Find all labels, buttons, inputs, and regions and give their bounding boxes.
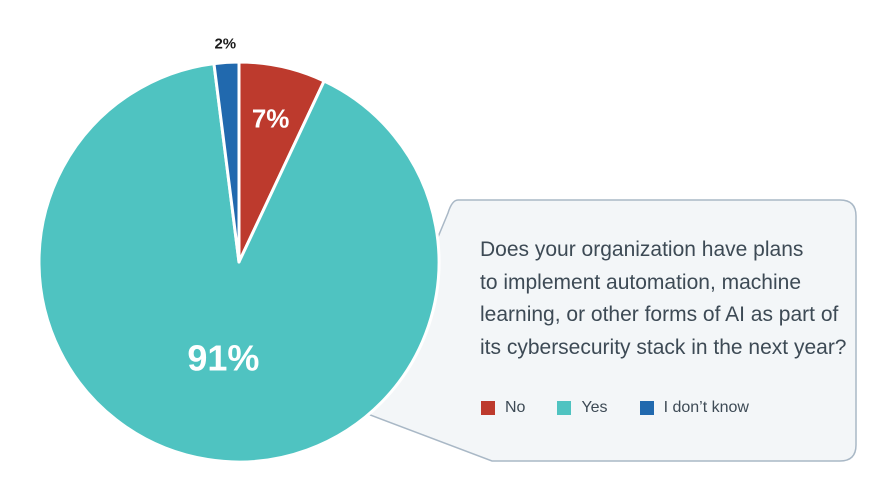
- legend-swatch-yes: [557, 401, 572, 415]
- question-line: its cybersecurity stack in the next year…: [480, 335, 847, 359]
- chart-legend: No Yes I don’t know: [481, 399, 781, 417]
- pie-label-no: 7%: [252, 103, 290, 133]
- pie-label-dont-know: 2%: [214, 35, 236, 52]
- question-text: Does your organization have plans to imp…: [480, 234, 850, 364]
- question-line: learning, or other forms of AI as part o…: [480, 303, 839, 326]
- legend-item-dont-know: I don’t know: [639, 399, 749, 417]
- legend-label-no: No: [505, 399, 526, 416]
- legend-item-no: No: [481, 399, 525, 417]
- question-line: to implement automation, machine: [480, 270, 801, 294]
- legend-item-yes: Yes: [557, 399, 608, 417]
- legend-label-dont-know: I don’t know: [663, 399, 749, 416]
- question-line: Does your organization have plans: [480, 238, 804, 261]
- legend-label-yes: Yes: [581, 399, 608, 416]
- legend-swatch-dont-know: [639, 401, 654, 415]
- legend-swatch-no: [481, 401, 495, 415]
- pie-label-yes: 91%: [187, 337, 259, 378]
- pie-slice-dont-know: [212, 60, 241, 264]
- question-callout-box: [364, 199, 857, 462]
